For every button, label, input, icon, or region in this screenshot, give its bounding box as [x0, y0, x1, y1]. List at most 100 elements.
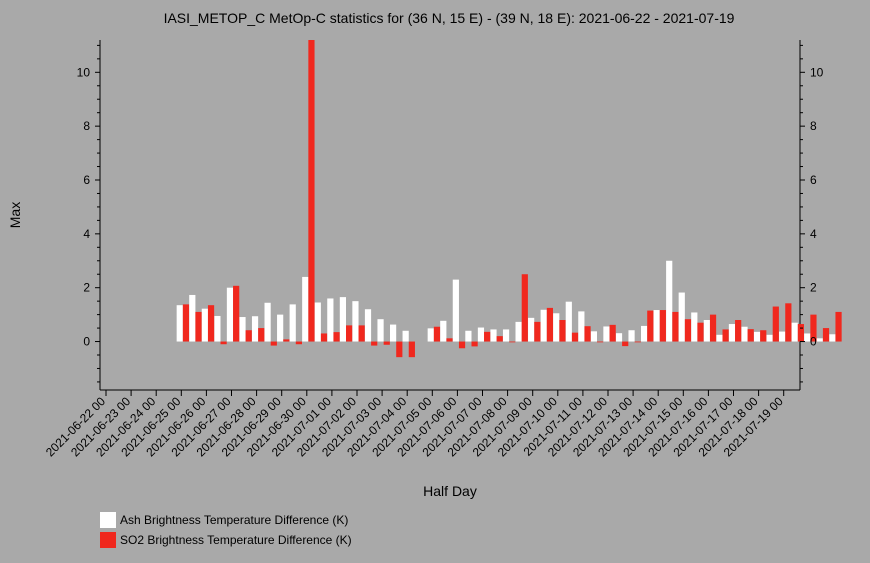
y-tick-label-left: 4	[83, 227, 90, 241]
bar-ash	[540, 309, 547, 342]
bar-ash	[390, 324, 397, 342]
bar-ash	[653, 310, 660, 342]
bar-ash	[214, 315, 221, 342]
bar-ash	[364, 309, 372, 342]
bar-so2	[408, 341, 415, 358]
bar-so2	[283, 339, 290, 342]
bar-ash	[490, 329, 497, 342]
y-tick-label-right: 0	[810, 335, 817, 349]
bar-so2	[772, 306, 779, 342]
bar-ash	[779, 331, 786, 342]
bar-so2	[333, 332, 340, 342]
bar-so2	[735, 320, 742, 342]
legend-swatch-ash	[100, 512, 116, 528]
y-tick-label-right: 6	[810, 173, 817, 187]
bar-ash	[251, 316, 259, 342]
bar-so2	[584, 326, 591, 342]
bar-ash	[226, 287, 234, 342]
bar-so2	[270, 341, 277, 346]
bar-so2	[810, 314, 817, 342]
bar-so2	[797, 324, 804, 342]
bar-ash	[603, 326, 610, 342]
bar-ash	[666, 260, 673, 342]
bar-so2	[534, 321, 541, 342]
bar-so2	[396, 341, 403, 358]
bar-ash	[816, 338, 823, 342]
bar-so2	[471, 341, 478, 347]
y-tick-label-left: 10	[77, 65, 91, 79]
bar-ash	[728, 324, 736, 342]
bar-ash	[189, 294, 196, 342]
bar-so2	[697, 322, 704, 342]
bar-ash	[791, 322, 798, 342]
bar-so2	[634, 341, 641, 343]
bar-so2	[509, 341, 516, 343]
bar-ash	[502, 329, 510, 342]
bar-ash	[703, 320, 710, 342]
bar-ash	[753, 331, 761, 342]
bar-so2	[458, 341, 466, 349]
bar-ash	[352, 301, 359, 342]
y-tick-label-right: 8	[810, 119, 817, 133]
bar-so2	[835, 311, 842, 342]
bar-so2	[358, 325, 365, 342]
bar-so2	[571, 332, 579, 342]
bar-so2	[195, 311, 202, 342]
bar-ash	[615, 333, 623, 342]
legend-item-so2: SO2 Brightness Temperature Difference (K…	[100, 532, 352, 548]
bar-so2	[383, 341, 390, 345]
legend-label-so2: SO2 Brightness Temperature Difference (K…	[120, 533, 352, 547]
y-tick-label-left: 0	[83, 335, 90, 349]
bar-so2	[747, 329, 754, 342]
bar-ash	[553, 313, 560, 342]
bar-so2	[371, 341, 378, 346]
bar-ash	[528, 317, 535, 342]
bar-so2	[546, 307, 553, 342]
bar-so2	[609, 324, 616, 342]
bar-ash	[716, 334, 723, 342]
chart-title: IASI_METOP_C MetOp-C statistics for (36 …	[164, 10, 735, 26]
bar-so2	[182, 304, 190, 342]
bar-ash	[314, 302, 321, 342]
bar-ash	[766, 334, 773, 342]
bar-so2	[622, 341, 629, 347]
y-tick-label-right: 2	[810, 281, 817, 295]
bars	[176, 40, 842, 358]
bar-so2	[659, 310, 666, 342]
bar-ash	[176, 305, 183, 342]
bar-ash	[427, 328, 434, 342]
bar-ash	[402, 330, 409, 342]
bar-ash	[641, 325, 648, 342]
bar-so2	[785, 303, 792, 342]
bar-so2	[245, 330, 252, 342]
bar-ash	[477, 327, 485, 342]
bar-so2	[672, 311, 679, 342]
bar-ash	[565, 301, 572, 342]
bar-ash	[239, 317, 246, 342]
bar-so2	[496, 336, 503, 342]
bar-ash	[628, 330, 635, 342]
y-tick-label-left: 8	[83, 119, 90, 133]
bar-ash	[678, 292, 685, 342]
x-axis-label: Half Day	[423, 483, 477, 499]
bar-so2	[233, 285, 240, 342]
legend-label-ash: Ash Brightness Temperature Difference (K…	[120, 513, 349, 527]
bar-ash	[590, 331, 597, 342]
bar-ash	[302, 276, 309, 342]
bar-ash	[289, 304, 296, 342]
bar-ash	[264, 302, 271, 342]
bar-so2	[320, 333, 328, 342]
bar-so2	[722, 329, 729, 342]
bar-so2	[220, 341, 227, 345]
bar-so2	[760, 330, 767, 342]
bar-ash	[452, 279, 459, 342]
bar-so2	[207, 305, 215, 342]
bar-so2	[346, 325, 353, 342]
bar-so2	[433, 326, 441, 342]
bar-so2	[258, 328, 265, 342]
bar-so2	[709, 314, 717, 342]
y-tick-label-left: 6	[83, 173, 90, 187]
bar-ash	[829, 334, 836, 342]
